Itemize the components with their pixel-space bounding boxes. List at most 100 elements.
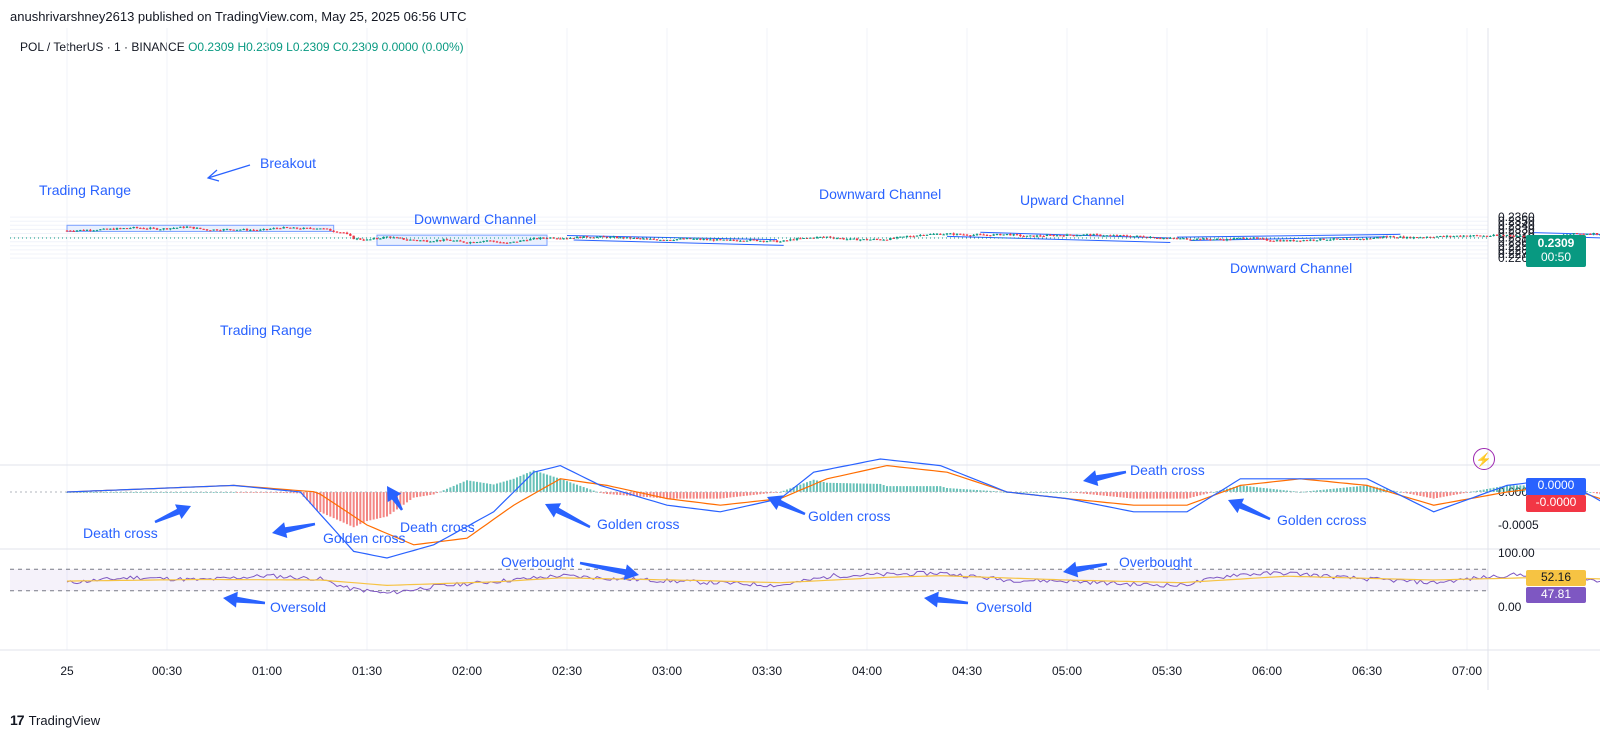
macd-histogram-bar	[1312, 490, 1315, 492]
candle-body	[412, 239, 415, 241]
macd-histogram-bar	[1186, 492, 1188, 499]
macd-histogram-bar	[242, 492, 245, 493]
candle-body	[385, 236, 389, 238]
macd-histogram-bar	[569, 482, 572, 492]
macd-histogram-bar	[359, 492, 362, 525]
candle-body	[1092, 234, 1095, 236]
macd-histogram-bar	[612, 492, 615, 495]
candle-body	[1215, 238, 1219, 240]
low-value: L0.2309	[286, 40, 330, 54]
candle-body	[852, 238, 855, 240]
oversold-label-2: Oversold	[976, 599, 1032, 615]
macd-histogram-bar	[1466, 492, 1468, 493]
macd-histogram-bar	[392, 492, 395, 512]
rsi-ma-value-badge: 47.81	[1526, 587, 1586, 603]
candle-body	[355, 238, 359, 240]
candle-body	[672, 240, 675, 242]
macd-histogram-bar	[72, 492, 75, 493]
candle-body	[469, 242, 472, 244]
candle-body	[1002, 234, 1005, 236]
macd-histogram-bar	[652, 492, 655, 498]
candle-body	[1515, 236, 1519, 238]
macd-histogram-bar	[352, 492, 355, 528]
candle-body	[1569, 234, 1572, 236]
candle-body	[1049, 234, 1052, 236]
last-price-badge: 0.2309 00:50	[1526, 235, 1586, 267]
candle-body	[985, 235, 989, 237]
macd-histogram-bar	[426, 492, 428, 496]
candle-body	[255, 230, 259, 232]
macd-histogram-bar	[1412, 492, 1415, 495]
macd-histogram-bar	[786, 489, 788, 492]
symbol-label[interactable]: POL / TetherUS · 1 · BINANCE	[20, 40, 185, 54]
candle-body	[299, 228, 302, 230]
channel-line	[1563, 236, 1600, 239]
macd-histogram-bar	[296, 492, 298, 494]
macd-histogram-bar	[622, 492, 625, 496]
candle-body	[1459, 235, 1462, 237]
candle-body	[522, 240, 525, 242]
candle-body	[69, 230, 72, 232]
candle-body	[82, 229, 85, 231]
macd-histogram-bar	[309, 492, 312, 504]
footer-brand[interactable]: 17 TradingView	[10, 712, 100, 728]
candle-body	[532, 238, 535, 240]
candle-body	[402, 238, 405, 240]
candle-body	[1352, 238, 1355, 240]
candle-body	[545, 238, 549, 240]
macd-histogram-bar	[899, 486, 902, 492]
candle-body	[289, 227, 292, 229]
macd-histogram-bar	[856, 483, 858, 492]
macd-histogram-bar	[536, 471, 538, 492]
candle-body	[902, 236, 905, 238]
macd-histogram-bar	[879, 483, 882, 492]
candle-body	[769, 240, 772, 242]
candle-body	[1145, 237, 1149, 239]
candle-body	[242, 229, 245, 231]
macd-histogram-bar	[959, 488, 962, 492]
macd-histogram-bar	[186, 492, 188, 493]
candle-body	[1455, 235, 1459, 237]
macd-histogram-bar	[202, 492, 205, 493]
macd-histogram-bar	[276, 492, 278, 493]
candle-body	[1375, 237, 1379, 239]
candle-body	[312, 228, 315, 230]
candle-body	[235, 229, 239, 231]
candle-body	[1495, 234, 1499, 236]
candle-body	[832, 237, 835, 239]
candle-body	[1469, 235, 1472, 237]
macd-histogram-bar	[419, 492, 422, 497]
macd-histogram-bar	[1429, 492, 1432, 498]
candle-body	[552, 237, 555, 239]
candle-body	[1212, 239, 1215, 241]
macd-histogram-bar	[1199, 492, 1202, 496]
candle-body	[979, 234, 982, 236]
macd-histogram-bar	[1076, 492, 1078, 493]
candle-body	[379, 238, 382, 240]
candle-body	[129, 228, 132, 230]
candle-body	[949, 233, 952, 235]
macd-histogram-bar	[362, 492, 365, 523]
candle-body	[422, 240, 425, 242]
candle-body	[1285, 240, 1289, 242]
macd-histogram-bar	[1376, 487, 1378, 492]
channel-line	[1176, 233, 1401, 238]
macd-histogram-bar	[1346, 487, 1348, 492]
candle-body	[1249, 238, 1252, 240]
lightning-icon[interactable]: ⚡	[1473, 448, 1495, 470]
candle-body	[1295, 240, 1299, 242]
candle-body	[215, 229, 219, 231]
macd-histogram-bar	[1589, 492, 1592, 493]
candle-body	[1369, 238, 1372, 240]
macd-histogram-bar	[1489, 488, 1492, 492]
candle-body	[322, 228, 325, 230]
macd-histogram-bar	[1229, 487, 1232, 492]
macd-histogram-bar	[479, 482, 482, 492]
macd-histogram-bar	[156, 492, 158, 493]
candle-body	[472, 242, 475, 244]
macd-histogram-bar	[1202, 492, 1205, 495]
candle-body	[742, 240, 745, 242]
candle-body	[802, 237, 805, 239]
candle-body	[959, 233, 962, 235]
